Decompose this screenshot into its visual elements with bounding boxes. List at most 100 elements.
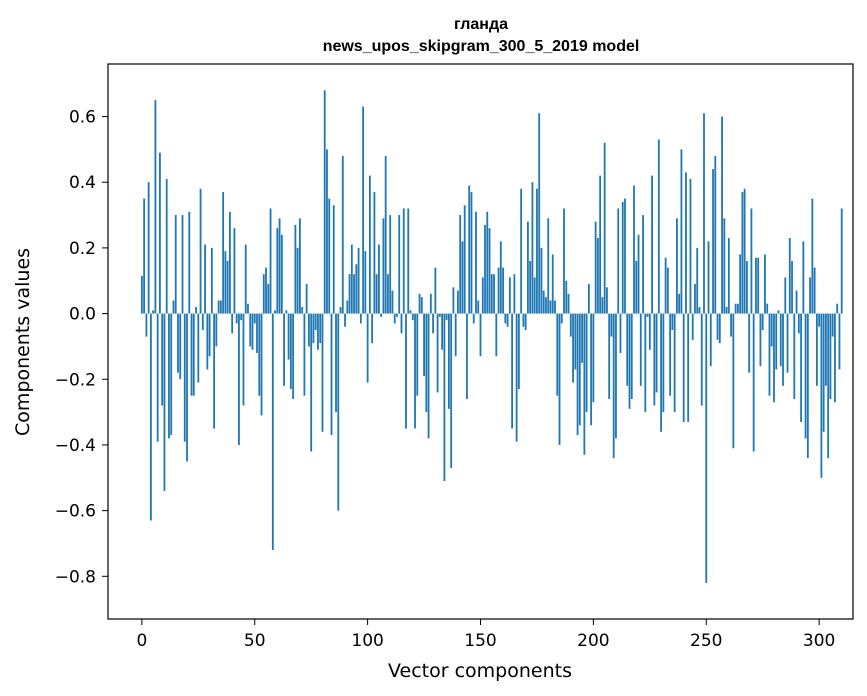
bar-22 — [190, 313, 193, 396]
bar-146 — [470, 192, 473, 314]
bar-293 — [802, 241, 805, 314]
bar-123 — [418, 293, 421, 314]
bar-80 — [321, 313, 324, 432]
bar-179 — [545, 297, 547, 314]
bar-152 — [484, 224, 486, 314]
bar-282 — [777, 310, 780, 314]
bar-87 — [337, 313, 340, 511]
bar-36 — [222, 192, 225, 314]
bar-262 — [732, 313, 735, 449]
bar-102 — [371, 313, 374, 344]
bar-69 — [296, 247, 299, 314]
bar-212 — [619, 313, 622, 353]
bar-1 — [143, 198, 146, 314]
bar-173 — [531, 182, 534, 314]
bar-284 — [782, 313, 784, 386]
bar-239 — [680, 149, 683, 314]
bar-63 — [283, 313, 285, 386]
bar-292 — [800, 313, 802, 422]
x-tick-label: 0 — [136, 631, 147, 651]
bar-279 — [770, 313, 773, 347]
bar-258 — [723, 218, 726, 314]
bar-29 — [206, 313, 209, 370]
bar-256 — [718, 313, 721, 344]
bar-40 — [231, 313, 234, 334]
bar-84 — [330, 313, 333, 436]
bar-21 — [188, 211, 191, 314]
bar-97 — [359, 313, 362, 324]
bar-263 — [734, 303, 737, 314]
bar-4 — [149, 313, 152, 521]
bar-310 — [840, 208, 843, 314]
bar-184 — [556, 313, 559, 396]
bar-49 — [251, 313, 254, 350]
bar-298 — [813, 267, 816, 314]
bar-116 — [402, 208, 405, 314]
bar-59 — [274, 310, 276, 314]
bar-54 — [262, 274, 265, 314]
bar-24 — [195, 307, 197, 314]
bar-56 — [267, 284, 270, 314]
bar-95 — [355, 264, 358, 314]
bar-53 — [260, 313, 263, 416]
bar-209 — [612, 313, 615, 459]
bar-220 — [637, 234, 640, 314]
bar-19 — [183, 313, 186, 442]
bar-261 — [730, 313, 732, 337]
bar-170 — [524, 313, 527, 331]
bar-35 — [219, 300, 222, 314]
bar-302 — [822, 313, 825, 432]
bar-120 — [411, 313, 414, 321]
bar-42 — [235, 313, 238, 324]
bar-147 — [472, 313, 475, 324]
bar-66 — [289, 313, 292, 390]
bar-210 — [615, 313, 617, 439]
bar-206 — [606, 287, 608, 314]
bar-101 — [368, 175, 371, 314]
bar-71 — [301, 307, 304, 314]
bar-82 — [326, 149, 328, 314]
bar-301 — [820, 313, 823, 478]
bar-257 — [721, 116, 723, 314]
bar-78 — [317, 313, 319, 350]
bar-129 — [432, 313, 434, 334]
bar-111 — [391, 290, 394, 314]
y-tick-label: −0.8 — [55, 567, 96, 587]
bar-291 — [797, 313, 800, 334]
bar-33 — [215, 313, 218, 347]
bar-132 — [438, 313, 441, 317]
bar-217 — [630, 313, 633, 399]
bar-187 — [563, 208, 565, 314]
bar-138 — [452, 287, 455, 314]
bar-198 — [587, 284, 590, 314]
bar-124 — [420, 297, 423, 314]
x-tick-label: 100 — [351, 631, 383, 651]
bar-255 — [716, 313, 719, 340]
bar-32 — [213, 313, 216, 429]
bar-51 — [256, 313, 258, 353]
bar-244 — [691, 313, 694, 340]
bar-3 — [147, 182, 150, 314]
bar-145 — [468, 185, 471, 314]
bar-74 — [308, 313, 310, 347]
bar-100 — [366, 313, 369, 383]
bar-280 — [773, 313, 775, 403]
bar-281 — [775, 313, 778, 370]
bar-169 — [522, 313, 525, 327]
bar-208 — [610, 313, 613, 337]
bar-277 — [766, 303, 769, 314]
bar-157 — [495, 313, 498, 357]
bar-136 — [447, 313, 450, 409]
bar-154 — [488, 228, 491, 314]
chart-title-line1: гланда — [454, 16, 508, 33]
bar-23 — [192, 313, 195, 396]
y-tick-label: 0.2 — [69, 239, 96, 259]
bar-274 — [759, 313, 762, 367]
bar-133 — [441, 313, 444, 350]
bar-85 — [332, 205, 335, 314]
bar-180 — [547, 218, 550, 314]
bar-196 — [583, 313, 586, 455]
bar-143 — [463, 205, 466, 314]
bar-67 — [292, 313, 295, 399]
bar-48 — [249, 313, 252, 347]
